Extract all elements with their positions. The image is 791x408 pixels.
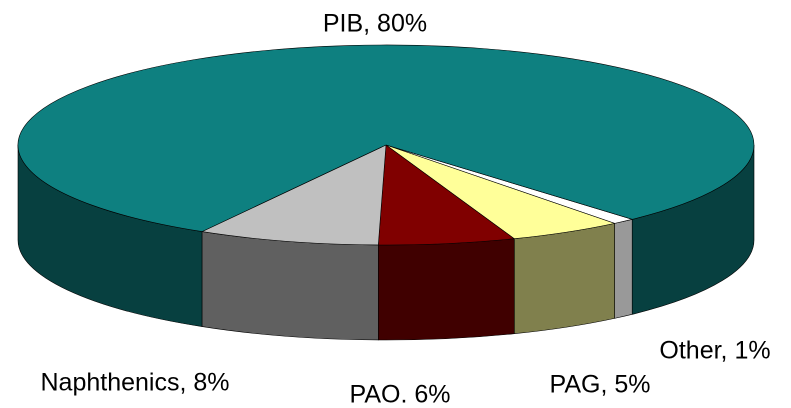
slice-side [614, 218, 633, 319]
slice-side [513, 222, 615, 335]
data-label: Naphthenics, 8% [40, 369, 229, 397]
slice-side [377, 238, 515, 341]
slice-top [17, 44, 755, 232]
data-label: PIB, 80% [323, 10, 427, 38]
slice-top [200, 144, 387, 246]
slice-side [201, 231, 379, 341]
data-label: Other, 1% [659, 337, 770, 365]
slice-top [377, 144, 516, 246]
data-label: PAG, 5% [550, 371, 651, 399]
data-label: PAO. 6% [350, 381, 451, 408]
